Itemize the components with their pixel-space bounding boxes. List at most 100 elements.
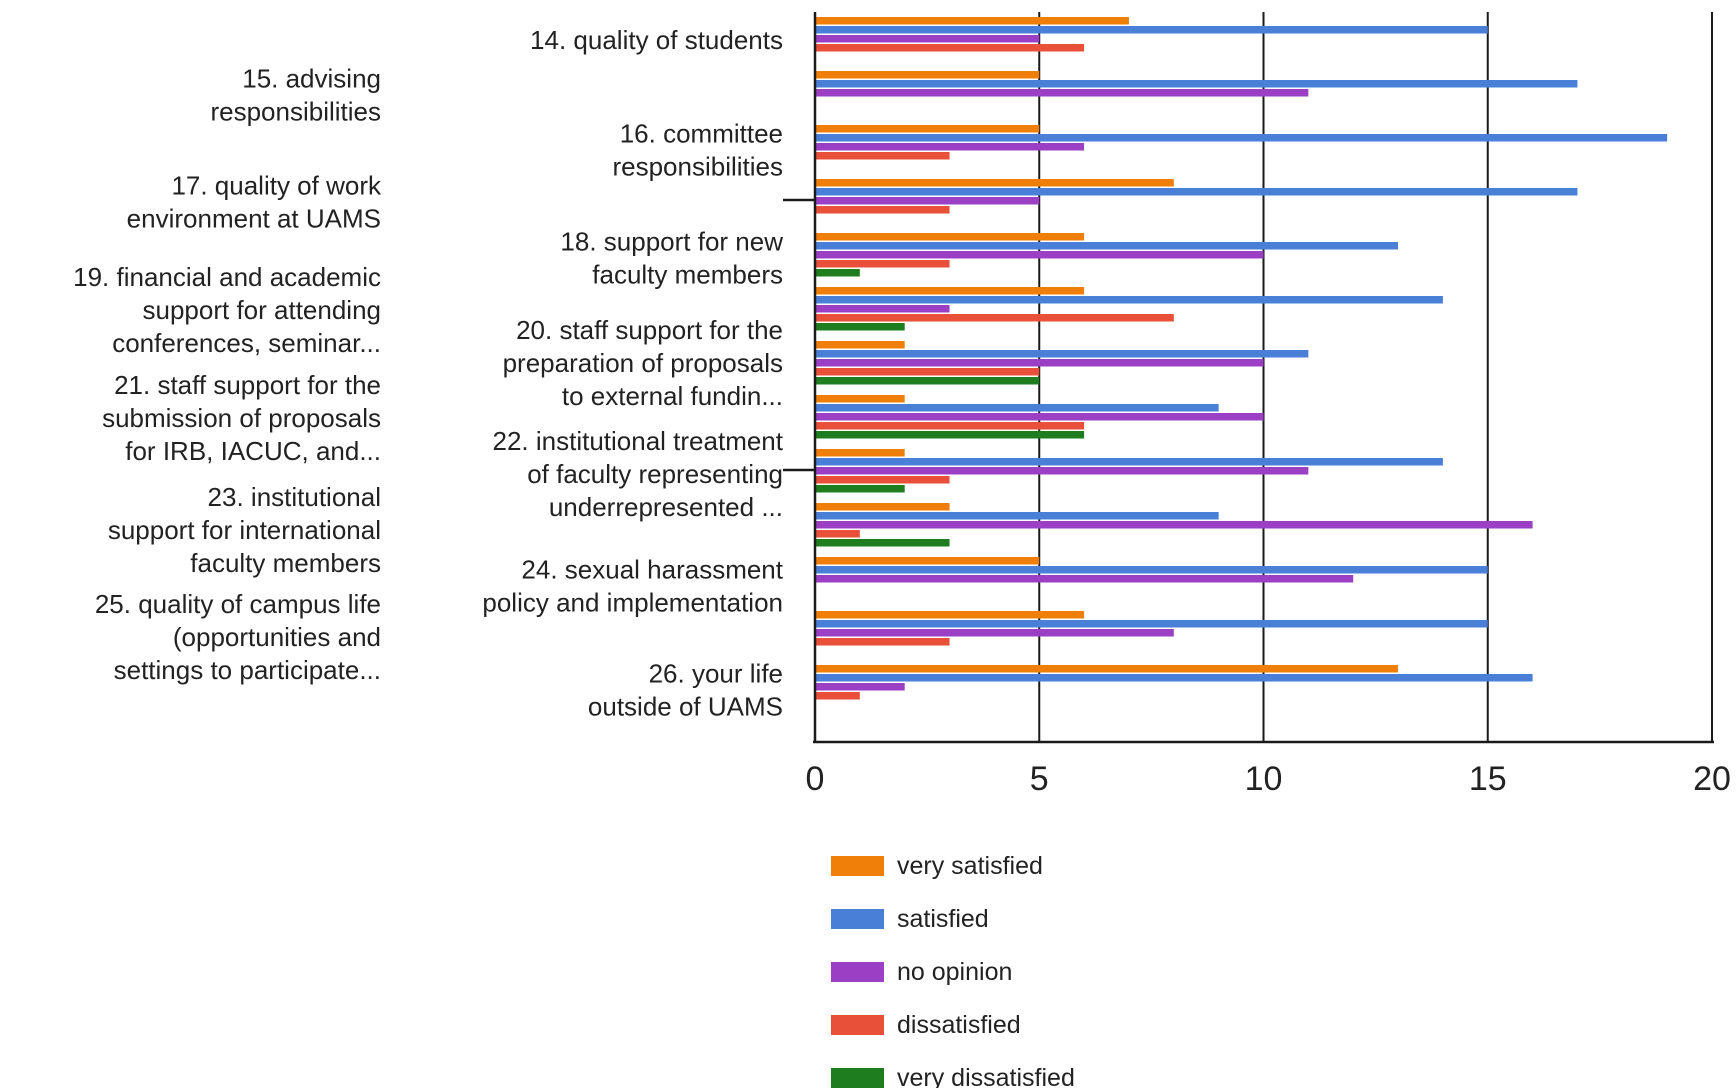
bar-dissatisfied xyxy=(815,692,860,700)
bar-satisfied xyxy=(815,242,1399,250)
bar-very-satisfied xyxy=(815,71,1040,79)
legend-swatch-dissatisfied xyxy=(831,1015,884,1035)
category-label: faculty members xyxy=(190,548,381,578)
bar-very-satisfied xyxy=(815,287,1085,295)
category-label: 22. institutional treatment xyxy=(493,426,784,456)
bar-satisfied xyxy=(815,350,1309,358)
category-label: responsibilities xyxy=(612,152,783,182)
category-label: support for international xyxy=(108,515,381,545)
bar-no-opinion xyxy=(815,305,950,313)
bar-very-satisfied xyxy=(815,125,1040,133)
bar-satisfied xyxy=(815,134,1668,142)
category-label: environment at UAMS xyxy=(127,204,381,234)
bar-very-satisfied xyxy=(815,341,905,349)
category-label: 14. quality of students xyxy=(530,25,783,55)
x-tick-label: 20 xyxy=(1693,760,1731,798)
bar-satisfied xyxy=(815,566,1488,574)
legend-label-satisfied: satisfied xyxy=(897,905,989,933)
category-label: faculty members xyxy=(592,260,783,290)
bar-very-dissatisfied xyxy=(815,431,1085,439)
x-tick-label: 15 xyxy=(1469,760,1507,798)
category-label: submission of proposals xyxy=(102,403,381,433)
bar-no-opinion xyxy=(815,251,1264,259)
legend-swatch-very-satisfied xyxy=(831,856,884,876)
category-label: 19. financial and academic xyxy=(73,262,381,292)
bar-satisfied xyxy=(815,80,1578,88)
bar-no-opinion xyxy=(815,521,1533,529)
category-label: 20. staff support for the xyxy=(516,315,783,345)
bar-very-satisfied xyxy=(815,17,1129,25)
bar-dissatisfied xyxy=(815,476,950,484)
bar-very-dissatisfied xyxy=(815,539,950,547)
bar-no-opinion xyxy=(815,143,1085,151)
bar-no-opinion xyxy=(815,197,1040,205)
bar-no-opinion xyxy=(815,35,1040,43)
category-label: 21. staff support for the xyxy=(114,370,381,400)
category-label: 18. support for new xyxy=(560,227,783,257)
bar-dissatisfied xyxy=(815,530,860,538)
bar-dissatisfied xyxy=(815,152,950,160)
legend-label-dissatisfied: dissatisfied xyxy=(897,1011,1021,1039)
bar-satisfied xyxy=(815,188,1578,196)
bar-dissatisfied xyxy=(815,314,1174,322)
bar-no-opinion xyxy=(815,467,1309,475)
legend-label-very-dissatisfied: very dissatisfied xyxy=(897,1064,1075,1088)
bar-dissatisfied xyxy=(815,422,1085,430)
category-label: outside of UAMS xyxy=(588,692,783,722)
bar-very-satisfied xyxy=(815,395,905,403)
category-label: of faculty representing xyxy=(527,459,783,489)
bar-very-dissatisfied xyxy=(815,485,905,493)
bar-very-satisfied xyxy=(815,665,1399,673)
category-label: conferences, seminar... xyxy=(112,328,381,358)
bar-satisfied xyxy=(815,674,1533,682)
category-label: to external fundin... xyxy=(562,381,783,411)
category-label: for IRB, IACUC, and... xyxy=(125,436,381,466)
bar-very-satisfied xyxy=(815,611,1085,619)
legend-label-no-opinion: no opinion xyxy=(897,958,1012,986)
bar-dissatisfied xyxy=(815,260,950,268)
bar-satisfied xyxy=(815,296,1443,304)
x-tick-label: 10 xyxy=(1245,760,1283,798)
bar-very-satisfied xyxy=(815,557,1040,565)
bar-no-opinion xyxy=(815,359,1264,367)
bar-no-opinion xyxy=(815,683,905,691)
bar-no-opinion xyxy=(815,413,1264,421)
bar-very-dissatisfied xyxy=(815,377,1040,385)
bar-no-opinion xyxy=(815,629,1174,637)
category-label: 24. sexual harassment xyxy=(521,555,783,585)
category-label: 16. committee xyxy=(620,119,783,149)
bar-very-dissatisfied xyxy=(815,269,860,277)
bar-dissatisfied xyxy=(815,44,1085,52)
bar-dissatisfied xyxy=(815,206,950,214)
bars xyxy=(815,17,1668,700)
category-label: 15. advising xyxy=(242,64,381,94)
category-label: 17. quality of work xyxy=(171,171,382,201)
legend-swatch-very-dissatisfied xyxy=(831,1068,884,1088)
bar-satisfied xyxy=(815,458,1443,466)
legend-swatch-satisfied xyxy=(831,909,884,929)
bar-satisfied xyxy=(815,26,1488,34)
category-label: (opportunities and xyxy=(173,622,381,652)
category-label: responsibilities xyxy=(210,97,381,127)
category-label: settings to participate... xyxy=(114,655,381,685)
bar-no-opinion xyxy=(815,575,1354,583)
bar-dissatisfied xyxy=(815,638,950,646)
bar-satisfied xyxy=(815,620,1488,628)
bar-very-satisfied xyxy=(815,233,1085,241)
bar-dissatisfied xyxy=(815,368,1040,376)
legend: very satisfied satisfied no opinion dissati… xyxy=(831,852,1075,1088)
category-label: preparation of proposals xyxy=(503,348,783,378)
category-label: 25. quality of campus life xyxy=(95,589,381,619)
category-label: underrepresented ... xyxy=(549,492,783,522)
bar-satisfied xyxy=(815,512,1219,520)
legend-label-very-satisfied: very satisfied xyxy=(897,852,1043,880)
x-tick-label: 5 xyxy=(1030,760,1049,798)
legend-swatch-no-opinion xyxy=(831,962,884,982)
bar-very-satisfied xyxy=(815,503,950,511)
bar-satisfied xyxy=(815,404,1219,412)
bar-very-satisfied xyxy=(815,449,905,457)
category-label: 26. your life xyxy=(649,659,783,689)
x-tick-label: 0 xyxy=(806,760,825,798)
bar-very-dissatisfied xyxy=(815,323,905,331)
